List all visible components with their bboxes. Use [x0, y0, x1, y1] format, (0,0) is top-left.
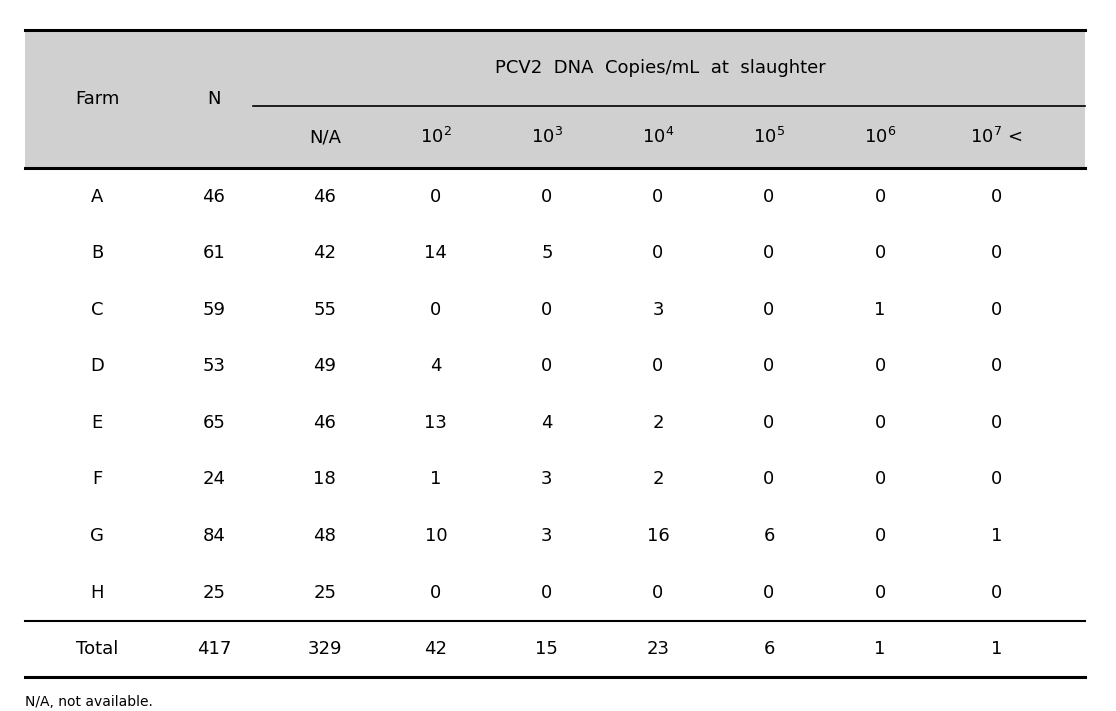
- Text: B: B: [92, 244, 104, 262]
- Text: F: F: [92, 471, 103, 488]
- Text: 329: 329: [308, 640, 343, 658]
- Text: 0: 0: [991, 188, 1002, 205]
- Text: 0: 0: [653, 188, 664, 205]
- Text: 24: 24: [202, 471, 225, 488]
- Text: 0: 0: [875, 358, 886, 375]
- Text: 59: 59: [202, 301, 225, 319]
- Text: E: E: [92, 414, 103, 432]
- Text: 1: 1: [874, 640, 886, 658]
- Text: Total: Total: [76, 640, 118, 658]
- Text: 0: 0: [991, 584, 1002, 602]
- Text: 0: 0: [875, 188, 886, 205]
- Text: 0: 0: [541, 358, 552, 375]
- Text: 0: 0: [541, 188, 552, 205]
- Text: 0: 0: [431, 584, 442, 602]
- Text: 25: 25: [314, 584, 336, 602]
- Text: 0: 0: [763, 188, 775, 205]
- Text: 1: 1: [991, 640, 1002, 658]
- Text: 15: 15: [536, 640, 558, 658]
- Text: 0: 0: [991, 471, 1002, 488]
- Text: 0: 0: [653, 244, 664, 262]
- Text: PCV2  DNA  Copies/mL  at  slaughter: PCV2 DNA Copies/mL at slaughter: [496, 59, 826, 77]
- Text: G: G: [90, 527, 104, 545]
- Text: 0: 0: [763, 471, 775, 488]
- Text: N/A: N/A: [309, 128, 340, 146]
- Text: 0: 0: [763, 584, 775, 602]
- Text: 48: 48: [314, 527, 336, 545]
- Text: 3: 3: [652, 301, 664, 319]
- Text: 417: 417: [196, 640, 231, 658]
- Bar: [25, 31, 1086, 169]
- Text: 14: 14: [424, 244, 448, 262]
- Text: 42: 42: [314, 244, 336, 262]
- Text: 84: 84: [202, 527, 225, 545]
- Text: 46: 46: [202, 188, 225, 205]
- Text: $10^3$: $10^3$: [531, 127, 562, 147]
- Text: 6: 6: [763, 640, 775, 658]
- Text: 10: 10: [424, 527, 448, 545]
- Text: 0: 0: [875, 471, 886, 488]
- Text: 18: 18: [314, 471, 336, 488]
- Text: 61: 61: [202, 244, 225, 262]
- Text: D: D: [90, 358, 104, 375]
- Text: 49: 49: [314, 358, 336, 375]
- Text: $10^7$ <: $10^7$ <: [971, 127, 1023, 147]
- Text: 46: 46: [314, 414, 336, 432]
- Text: 5: 5: [541, 244, 552, 262]
- Text: 0: 0: [991, 414, 1002, 432]
- Text: H: H: [90, 584, 104, 602]
- Text: 0: 0: [991, 358, 1002, 375]
- Text: 13: 13: [424, 414, 448, 432]
- Text: 0: 0: [763, 414, 775, 432]
- Text: 55: 55: [314, 301, 336, 319]
- Text: 0: 0: [875, 527, 886, 545]
- Text: N/A, not available.: N/A, not available.: [25, 695, 153, 709]
- Text: 0: 0: [763, 358, 775, 375]
- Text: 0: 0: [875, 584, 886, 602]
- Text: $10^2$: $10^2$: [420, 127, 452, 147]
- Text: 1: 1: [430, 471, 442, 488]
- Text: 1: 1: [991, 527, 1002, 545]
- Text: N: N: [206, 90, 221, 108]
- Text: 0: 0: [991, 301, 1002, 319]
- Text: $10^4$: $10^4$: [642, 127, 674, 147]
- Text: $10^5$: $10^5$: [753, 127, 785, 147]
- Text: 23: 23: [646, 640, 670, 658]
- Text: 1: 1: [874, 301, 886, 319]
- Text: 4: 4: [541, 414, 552, 432]
- Text: 0: 0: [541, 301, 552, 319]
- Text: 0: 0: [763, 244, 775, 262]
- Text: 0: 0: [653, 358, 664, 375]
- Text: 0: 0: [431, 301, 442, 319]
- Text: 2: 2: [652, 414, 664, 432]
- Text: 0: 0: [653, 584, 664, 602]
- Text: 0: 0: [875, 414, 886, 432]
- Text: 0: 0: [763, 301, 775, 319]
- Text: 46: 46: [314, 188, 336, 205]
- Text: 0: 0: [875, 244, 886, 262]
- Text: 16: 16: [646, 527, 670, 545]
- Text: 0: 0: [541, 584, 552, 602]
- Text: Farm: Farm: [75, 90, 119, 108]
- Text: 3: 3: [541, 471, 552, 488]
- Text: $10^6$: $10^6$: [864, 127, 896, 147]
- Text: 42: 42: [424, 640, 448, 658]
- Text: 0: 0: [431, 188, 442, 205]
- Text: 0: 0: [991, 244, 1002, 262]
- Text: 25: 25: [202, 584, 225, 602]
- Text: 2: 2: [652, 471, 664, 488]
- Text: 65: 65: [202, 414, 225, 432]
- Text: 3: 3: [541, 527, 552, 545]
- Text: C: C: [90, 301, 104, 319]
- Text: A: A: [92, 188, 104, 205]
- Text: 4: 4: [430, 358, 442, 375]
- Text: 53: 53: [202, 358, 225, 375]
- Text: 6: 6: [763, 527, 775, 545]
